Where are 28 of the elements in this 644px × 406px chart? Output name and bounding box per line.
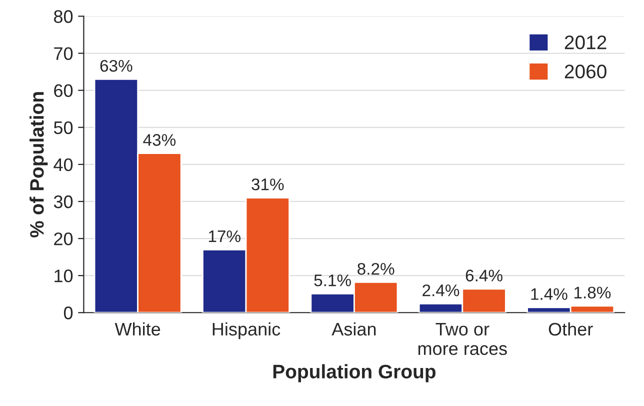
y-tick-label: 70 xyxy=(54,47,73,60)
legend-label: 2060 xyxy=(564,64,606,78)
data-label: 1.4% xyxy=(531,288,568,300)
y-tick-label: 60 xyxy=(54,84,73,98)
data-label: 17% xyxy=(208,230,240,242)
data-label: 2.4% xyxy=(422,284,460,296)
data-label: 43% xyxy=(143,134,176,146)
y-tick-label: 40 xyxy=(54,158,73,172)
x-tick-label: White xyxy=(114,322,160,336)
data-label: 31% xyxy=(252,178,284,190)
y-tick-label: 20 xyxy=(54,232,73,246)
y-tick-label: 80 xyxy=(54,10,73,23)
data-label: 63% xyxy=(100,60,132,72)
x-tick-label: Two or more races xyxy=(418,323,507,356)
legend-label: 2012 xyxy=(564,36,606,50)
data-label: 1.8% xyxy=(574,286,611,298)
y-tick-label: 30 xyxy=(54,195,73,208)
x-axis-title: Population Group xyxy=(273,364,436,382)
x-tick-label: Hispanic xyxy=(212,322,280,340)
y-tick-label: 0 xyxy=(64,306,73,320)
data-label: 5.1% xyxy=(314,274,351,286)
x-tick-label: Asian xyxy=(332,322,376,336)
data-label: 8.2% xyxy=(358,262,394,275)
data-label: 6.4% xyxy=(466,270,502,282)
y-tick-label: 50 xyxy=(54,121,73,134)
x-tick-label: Other xyxy=(548,322,593,336)
y-axis-title: % of Population xyxy=(30,92,48,238)
y-tick-label: 10 xyxy=(54,270,73,282)
